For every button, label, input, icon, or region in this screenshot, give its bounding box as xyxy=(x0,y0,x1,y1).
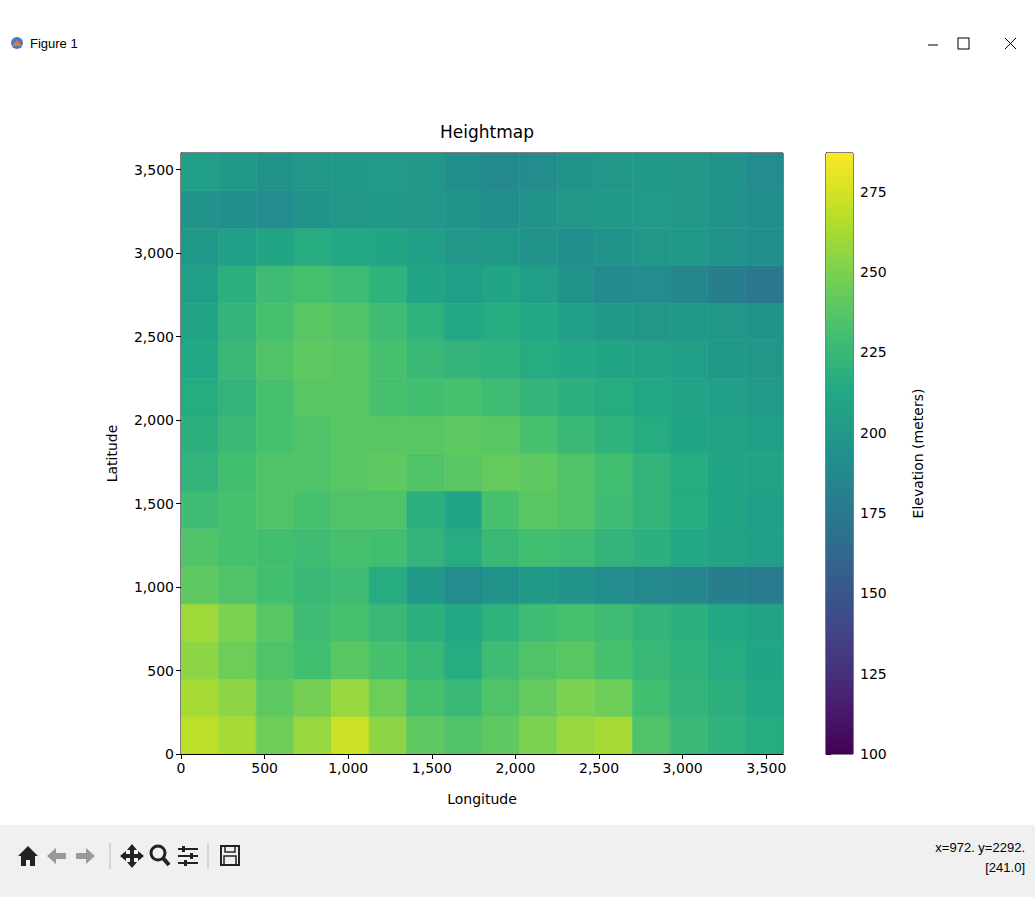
svg-text:3,500: 3,500 xyxy=(746,760,786,776)
svg-text:0: 0 xyxy=(177,760,186,776)
svg-text:275: 275 xyxy=(860,184,887,200)
svg-text:200: 200 xyxy=(860,425,887,441)
html-text:[241.0]: [241.0] xyxy=(985,860,1025,875)
svg-text:Heightmap: Heightmap xyxy=(440,122,534,142)
svg-text:2,500: 2,500 xyxy=(134,329,174,345)
svg-text:3,500: 3,500 xyxy=(134,162,174,178)
svg-text:3,000: 3,000 xyxy=(663,760,703,776)
svg-text:1,500: 1,500 xyxy=(134,496,174,512)
svg-text:500: 500 xyxy=(147,663,174,679)
svg-text:1,500: 1,500 xyxy=(412,760,452,776)
svg-text:3,000: 3,000 xyxy=(134,245,174,261)
svg-text:1,000: 1,000 xyxy=(328,760,368,776)
svg-text:2,000: 2,000 xyxy=(495,760,535,776)
svg-text:100: 100 xyxy=(860,746,887,762)
svg-text:1,000: 1,000 xyxy=(134,579,174,595)
svg-text:Elevation (meters): Elevation (meters) xyxy=(910,389,926,519)
svg-text:225: 225 xyxy=(860,344,887,360)
html-text:Figure 1: Figure 1 xyxy=(30,36,78,51)
svg-text:250: 250 xyxy=(860,264,887,280)
svg-text:175: 175 xyxy=(860,505,887,521)
svg-text:2,500: 2,500 xyxy=(579,760,619,776)
svg-text:500: 500 xyxy=(251,760,278,776)
svg-text:Latitude: Latitude xyxy=(104,425,120,483)
html-text:x=972. y=2292.: x=972. y=2292. xyxy=(935,840,1025,855)
svg-text:0: 0 xyxy=(165,746,174,762)
svg-text:125: 125 xyxy=(860,666,887,682)
svg-text:2,000: 2,000 xyxy=(134,412,174,428)
svg-text:Longitude: Longitude xyxy=(447,791,517,807)
svg-text:150: 150 xyxy=(860,585,887,601)
